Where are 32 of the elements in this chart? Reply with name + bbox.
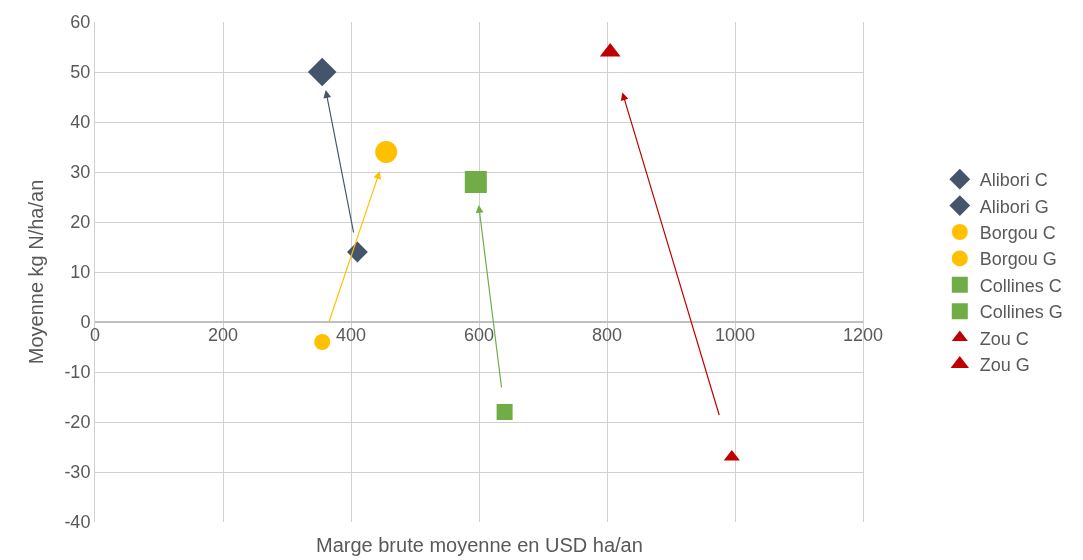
point <box>375 141 398 163</box>
y-axis-title: Moyenne kg N/ha/an <box>24 179 47 365</box>
x-tick-label: 1200 <box>842 325 884 345</box>
legend-label: Collines G <box>979 302 1063 323</box>
y-tick-label: -30 <box>64 462 91 483</box>
y-tick-label: 60 <box>70 12 91 33</box>
x-tick-label: 600 <box>463 325 495 345</box>
y-tick-label: -10 <box>64 362 91 383</box>
legend-label: Zou G <box>979 355 1030 376</box>
y-tick-label: 50 <box>70 62 91 83</box>
point <box>464 171 487 193</box>
y-tick-label: 10 <box>70 262 91 283</box>
x-tick-label: 800 <box>591 325 623 345</box>
point <box>307 57 337 87</box>
point <box>347 241 368 263</box>
point <box>496 404 513 420</box>
y-tick-label: 30 <box>70 162 91 183</box>
legend-label: Alibori G <box>979 196 1049 217</box>
x-axis-title: Marge brute moyenne en USD ha/an <box>316 534 643 556</box>
y-tick-label: 20 <box>70 212 91 233</box>
x-tick-label: 400 <box>335 325 367 345</box>
legend-label: Zou C <box>979 328 1029 349</box>
legend-label: Borgou G <box>979 249 1057 270</box>
legend-label: Alibori C <box>979 170 1048 191</box>
point <box>314 334 331 350</box>
legend-label: Borgou C <box>979 223 1056 244</box>
y-tick-label: 40 <box>70 112 91 133</box>
y-tick-label: -20 <box>64 412 91 433</box>
legend-label: Collines C <box>979 275 1062 296</box>
y-tick-label: -40 <box>64 512 91 533</box>
x-tick-label: 200 <box>207 325 239 345</box>
x-tick-label: 1000 <box>714 325 756 345</box>
